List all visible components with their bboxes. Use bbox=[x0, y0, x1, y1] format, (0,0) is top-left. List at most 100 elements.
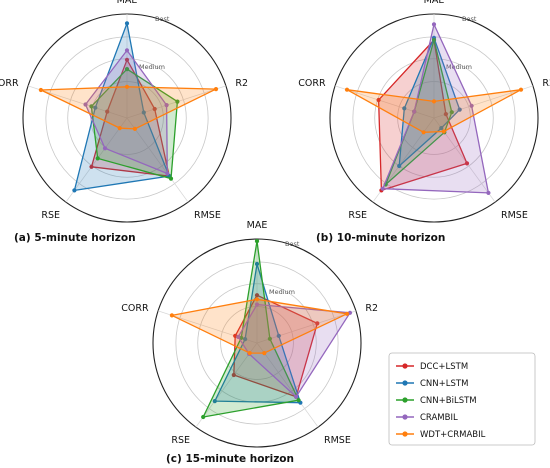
caption-5min: (a) 5-minute horizon bbox=[14, 232, 136, 244]
data-point bbox=[276, 333, 281, 338]
ring-label-best: Best bbox=[285, 240, 300, 248]
data-point bbox=[124, 48, 130, 53]
legend-marker bbox=[402, 431, 408, 437]
radial-spoke bbox=[126, 117, 189, 203]
data-point bbox=[296, 398, 301, 403]
data-point bbox=[169, 313, 174, 318]
axis-label-mae: MAE bbox=[424, 0, 445, 6]
data-point bbox=[124, 57, 130, 62]
data-point bbox=[254, 302, 260, 307]
data-point bbox=[254, 293, 260, 298]
data-point bbox=[236, 334, 241, 339]
data-point bbox=[397, 163, 402, 169]
data-point bbox=[83, 102, 88, 107]
data-point bbox=[380, 186, 385, 191]
series-area bbox=[84, 49, 168, 175]
axis-label-mae: MAE bbox=[247, 220, 268, 231]
data-point bbox=[105, 109, 110, 114]
data-point bbox=[93, 105, 98, 110]
series-area bbox=[73, 22, 170, 192]
axis-label-rmse: RMSE bbox=[501, 210, 528, 221]
axis-label-rse: RSE bbox=[348, 210, 367, 221]
data-point bbox=[247, 351, 252, 356]
data-point bbox=[431, 22, 437, 27]
data-point bbox=[402, 106, 407, 111]
data-point bbox=[486, 190, 491, 195]
radial-spoke bbox=[195, 342, 258, 428]
data-point bbox=[421, 130, 426, 135]
data-point bbox=[431, 99, 437, 104]
data-point bbox=[201, 414, 206, 420]
data-point bbox=[439, 126, 444, 131]
data-point bbox=[152, 106, 157, 112]
data-point bbox=[464, 161, 470, 166]
radial-spoke bbox=[256, 342, 319, 428]
axis-label-corr: CORR bbox=[0, 78, 19, 89]
data-point bbox=[469, 103, 474, 108]
data-point bbox=[165, 171, 170, 176]
series-wdt-crmabil-a-5-minute-horizon bbox=[38, 84, 219, 131]
series-area bbox=[202, 240, 300, 418]
legend-label: CRAMBIL bbox=[420, 413, 458, 423]
data-point bbox=[254, 297, 260, 302]
ring-label-medium: Medium bbox=[269, 288, 295, 296]
data-point bbox=[164, 103, 169, 108]
ring-label-best: Best bbox=[462, 15, 477, 23]
axis-label-rse: RSE bbox=[41, 210, 60, 221]
data-point bbox=[344, 311, 350, 316]
series-area bbox=[233, 294, 318, 398]
legend-item-dcc-lstm: DCC+LSTM bbox=[396, 362, 468, 372]
series-dcc-lstm-a-5-minute-horizon bbox=[89, 57, 172, 179]
legend-item-wdt-crmabil: WDT+CRMABIL bbox=[396, 430, 486, 440]
data-point bbox=[124, 67, 130, 72]
legend-marker bbox=[402, 414, 408, 420]
ring-label-medium: Medium bbox=[139, 63, 165, 71]
data-point bbox=[89, 164, 94, 169]
caption-10min: (b) 10-minute horizon bbox=[316, 232, 445, 244]
series-wdt-crmabil-c-15-minute-horizon bbox=[169, 297, 350, 356]
ring-label-medium: Medium bbox=[446, 63, 472, 71]
data-point bbox=[231, 372, 236, 378]
data-point bbox=[102, 146, 108, 151]
legend-label: DCC+LSTM bbox=[420, 362, 468, 372]
data-point bbox=[72, 188, 77, 193]
series-cnn-bilstm-c-15-minute-horizon bbox=[201, 239, 301, 420]
series-area bbox=[382, 23, 490, 194]
data-point bbox=[376, 97, 381, 103]
data-point bbox=[124, 21, 130, 26]
axis-label-r2: R2 bbox=[365, 303, 378, 314]
data-point bbox=[431, 37, 437, 43]
series-area bbox=[214, 263, 302, 404]
data-point bbox=[132, 126, 137, 131]
data-point bbox=[254, 239, 260, 244]
data-point bbox=[518, 87, 524, 92]
series-crambil-a-5-minute-horizon bbox=[83, 48, 170, 176]
series-area bbox=[40, 86, 217, 130]
data-point bbox=[315, 321, 320, 326]
legend-marker bbox=[402, 380, 408, 386]
data-point bbox=[457, 107, 462, 112]
series-area bbox=[90, 59, 170, 177]
radar-panel-5min: Best Medium MAE R2 RMSE RSE CORR bbox=[0, 0, 248, 223]
axis-label-corr: CORR bbox=[121, 303, 149, 314]
axis-label-mae: MAE bbox=[117, 0, 138, 6]
data-point bbox=[267, 336, 272, 341]
legend-item-cnn-lstm: CNN+LSTM bbox=[396, 379, 468, 389]
legend-label: WDT+CRMABIL bbox=[420, 430, 486, 440]
data-point bbox=[243, 337, 248, 342]
data-point bbox=[441, 129, 446, 134]
data-point bbox=[168, 176, 174, 181]
ring-label-best: Best bbox=[155, 15, 170, 23]
axis-label-rmse: RMSE bbox=[324, 435, 351, 446]
data-point bbox=[344, 87, 350, 92]
radial-spoke bbox=[256, 310, 357, 344]
data-point bbox=[262, 351, 267, 356]
radial-spoke bbox=[334, 85, 435, 119]
legend-frame bbox=[388, 352, 536, 446]
data-point bbox=[95, 156, 100, 161]
data-point bbox=[117, 126, 122, 131]
series-wdt-crmabil-b-10-minute-horizon bbox=[344, 87, 524, 135]
data-point bbox=[124, 84, 130, 89]
legend-item-crambil: CRAMBIL bbox=[396, 413, 458, 423]
